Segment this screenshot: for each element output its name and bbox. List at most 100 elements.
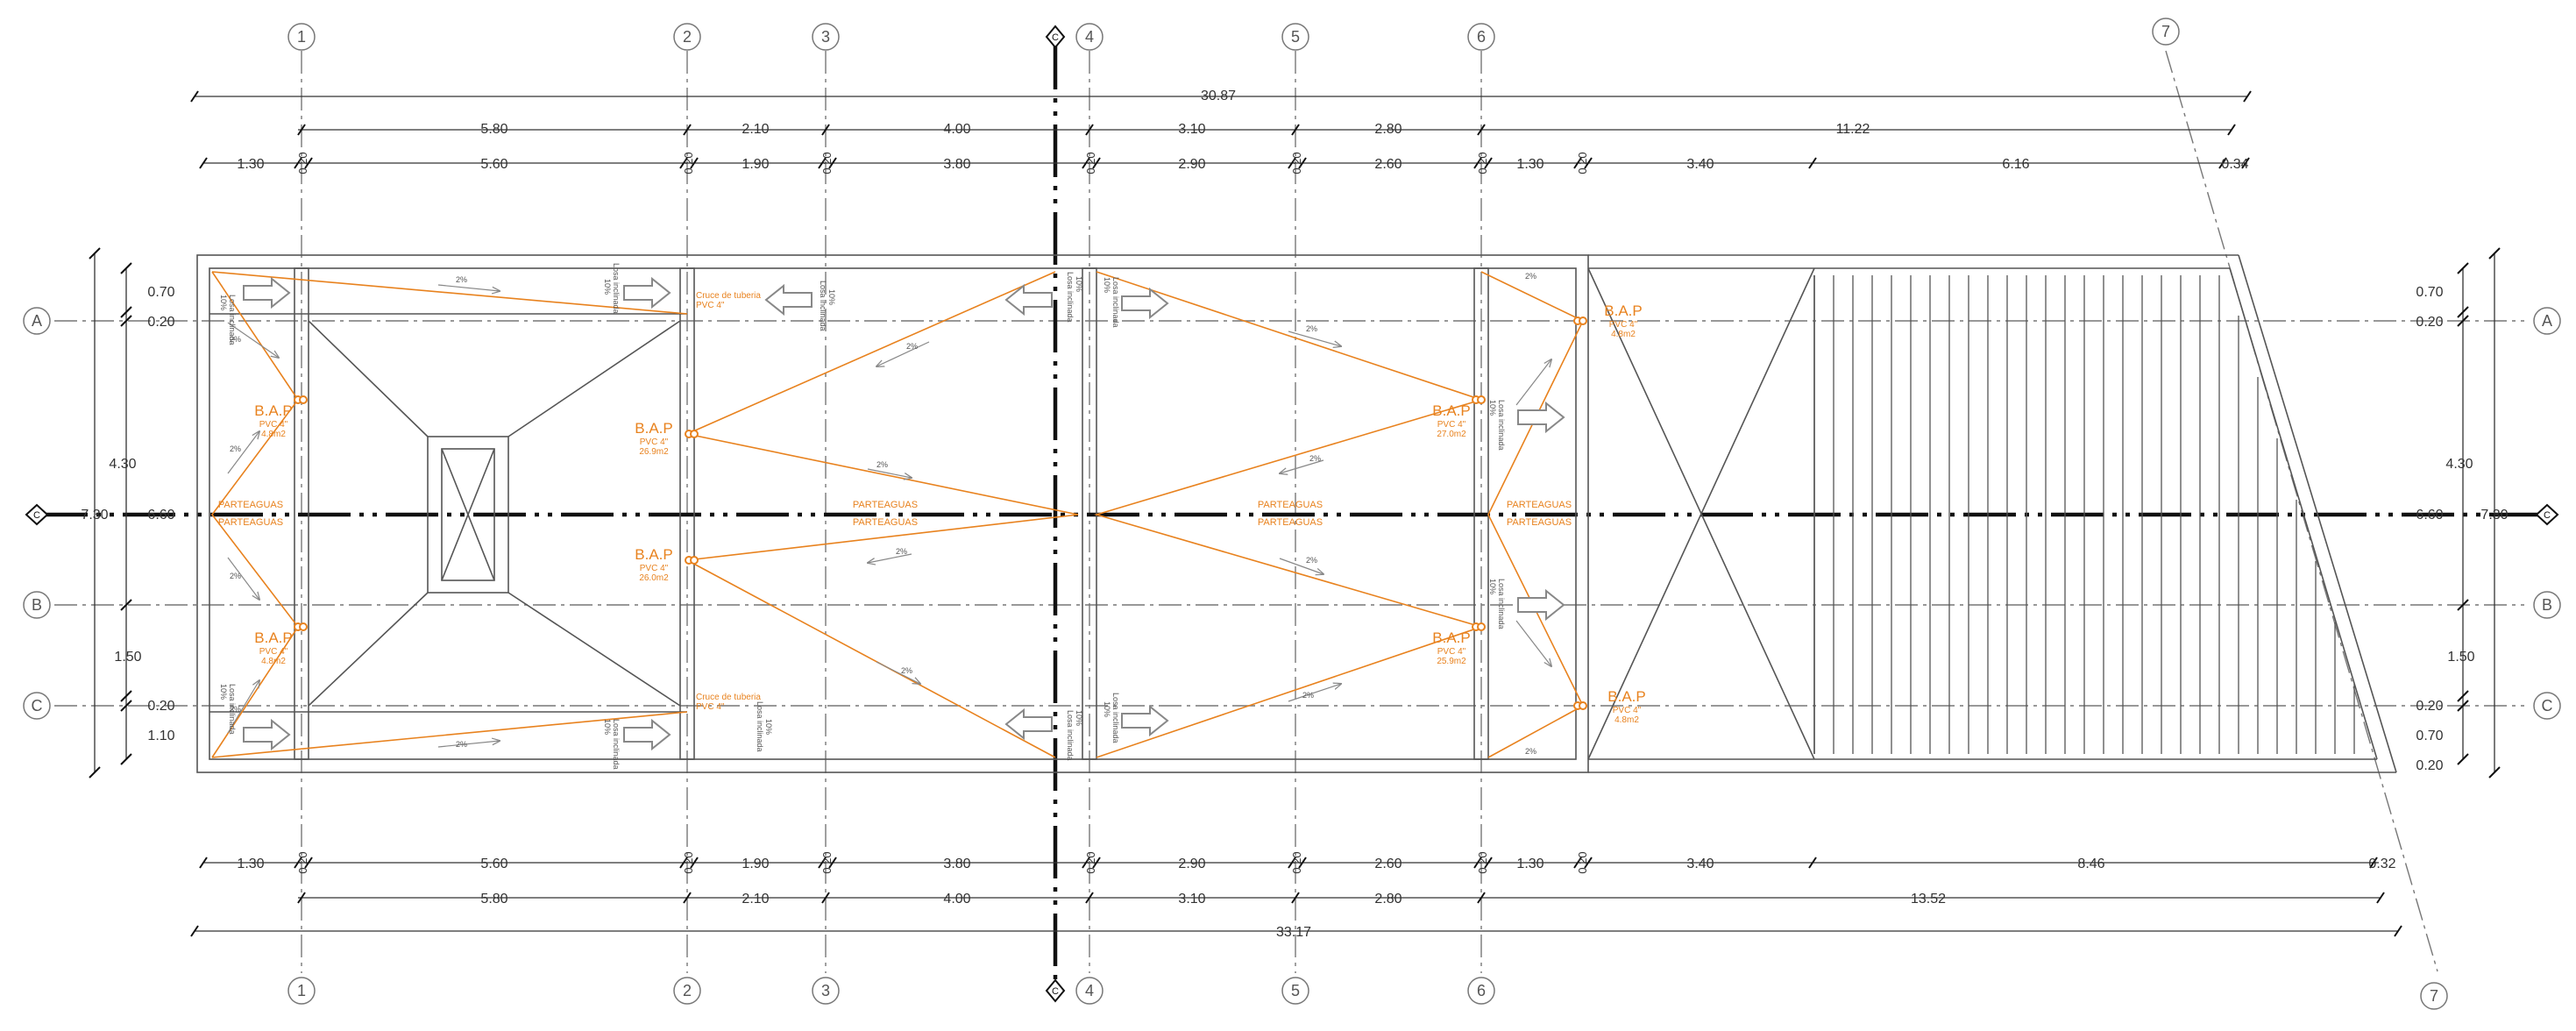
dim-right-inner: 6.60 <box>2416 508 2443 523</box>
slab-label: Losa inclinada <box>228 295 237 345</box>
slab-slope-label: 10% <box>1103 277 1111 293</box>
ridge-label-2a: PARTEAGUAS <box>853 500 918 510</box>
dim-top-row2: 5.80 <box>480 122 507 137</box>
dim-right-inner: 1.50 <box>2447 650 2474 665</box>
slab-slope-label: 10% <box>1075 710 1083 726</box>
slab-slope-label: 10% <box>1488 400 1497 416</box>
horizontal-grid-axes <box>54 320 2524 707</box>
axis-bubble-1-bottom <box>287 977 316 1005</box>
dim-top-row3: 2.90 <box>1178 157 1205 172</box>
axis-label-6-top: 6 <box>1477 28 1486 46</box>
axis-label-3-top: 3 <box>821 28 830 46</box>
pipe-cross-pvc-top: PVC 4" <box>696 301 725 310</box>
dim-bottom-row1: 5.60 <box>480 857 507 871</box>
ridge-label-2b: PARTEAGUAS <box>853 517 918 528</box>
svg-text:B.A.P: B.A.P <box>254 402 292 419</box>
axis-label-a-right: A <box>2542 312 2552 330</box>
ridge-label-4b: PARTEAGUAS <box>1507 517 1572 528</box>
axis-label-5-top: 5 <box>1291 28 1300 46</box>
svg-text:B.A.P: B.A.P <box>635 546 672 563</box>
svg-text:B.A.P: B.A.P <box>635 420 672 437</box>
axis-label-4-bottom: 4 <box>1085 982 1094 999</box>
axis-label-c-right: C <box>2542 697 2553 715</box>
dim-bottom-row1: 1.90 <box>742 857 769 871</box>
dim-bottom-row2: 4.00 <box>943 892 970 907</box>
slab-label: Losa inclinada <box>1497 400 1506 451</box>
dim-right-inner: 4.30 <box>2445 457 2473 472</box>
svg-text:27.0m2: 27.0m2 <box>1437 430 1466 439</box>
slope-label: 2% <box>901 666 912 675</box>
dim-top-row3: 5.60 <box>480 157 507 172</box>
dim-right-inner: 0.70 <box>2416 285 2443 300</box>
svg-text:PVC 4": PVC 4" <box>1437 647 1466 657</box>
dim-top-row3: 0.20 <box>296 152 309 174</box>
axis-bubble-b-left <box>23 591 51 619</box>
dim-right-inner: 0.20 <box>2416 315 2443 330</box>
axis-label-2-bottom: 2 <box>683 982 692 999</box>
stair-treads <box>1813 275 2355 754</box>
dim-top-row3: 0.20 <box>682 152 695 174</box>
drain-label-3: B.A.P PVC 4" 26.9m2 <box>635 420 672 457</box>
svg-text:PVC 4": PVC 4" <box>259 420 288 430</box>
axis-label-a-left: A <box>32 312 42 330</box>
svg-text:25.9m2: 25.9m2 <box>1437 657 1466 666</box>
dim-bottom-row2: 13.52 <box>1911 892 1946 907</box>
slab-label: Losa inclinada <box>1066 710 1075 761</box>
slab-label: Losa inclinada <box>1111 693 1120 743</box>
dim-bottom-row1: 3.40 <box>1686 857 1714 871</box>
dim-right-inner: 0.70 <box>2416 729 2443 743</box>
center-marker-top-icon <box>1045 25 1066 49</box>
dim-top-row3: 3.80 <box>943 157 970 172</box>
axis-bubble-1-top <box>287 23 316 51</box>
svg-text:B.A.P: B.A.P <box>1432 402 1470 419</box>
dim-left-inner: 0.20 <box>147 699 174 714</box>
vertical-grid-axes <box>301 50 2438 973</box>
axis-label-3-bottom: 3 <box>821 982 830 999</box>
axis-label-1-top: 1 <box>297 28 306 46</box>
axis-bubble-b-right <box>2533 591 2561 619</box>
svg-text:B.A.P: B.A.P <box>254 629 292 646</box>
axis-label-7-bottom: 7 <box>2430 987 2438 1005</box>
dim-top-row3: 0.20 <box>820 152 834 174</box>
dim-bottom-row1: 2.60 <box>1374 857 1402 871</box>
slope-label: 2% <box>1525 272 1536 281</box>
slope-label: 2% <box>456 740 467 749</box>
drain-label-1: B.A.P PVC 4" 4.8m2 <box>254 402 292 439</box>
axis-bubble-6-top <box>1467 23 1495 51</box>
dim-top-row3: 2.60 <box>1374 157 1402 172</box>
dim-top-row3: 0.20 <box>1084 152 1097 174</box>
dim-top-row2: 11.22 <box>1836 122 1870 137</box>
dim-bottom-row1: 8.46 <box>2077 857 2104 871</box>
slab-slope-label: 10% <box>764 719 773 735</box>
building-outline <box>196 254 2397 773</box>
center-marker-right-icon <box>2535 503 2559 526</box>
dim-bottom-row1: 2.90 <box>1178 857 1205 871</box>
axis-bubble-4-bottom <box>1075 977 1103 1005</box>
svg-text:4.8m2: 4.8m2 <box>1611 330 1636 339</box>
svg-text:26.0m2: 26.0m2 <box>639 573 669 583</box>
drain-label-5: B.A.P PVC 4" 27.0m2 <box>1432 402 1470 439</box>
svg-text:4.8m2: 4.8m2 <box>261 430 286 439</box>
ridge-label-3a: PARTEAGUAS <box>1258 500 1323 510</box>
center-axis-lines <box>35 37 2542 991</box>
axis-bubble-2-bottom <box>673 977 701 1005</box>
slope-label: 2% <box>1309 454 1321 463</box>
svg-text:B.A.P: B.A.P <box>1607 688 1645 705</box>
drain-label-4: B.A.P PVC 4" 26.0m2 <box>635 546 672 583</box>
ridge-label-1a: PARTEAGUAS <box>218 500 283 510</box>
ridge-label-3b: PARTEAGUAS <box>1258 517 1323 528</box>
dim-left-inner: 4.30 <box>109 457 136 472</box>
dim-right-inner: 0.20 <box>2416 758 2443 773</box>
dim-top-row3: 0.20 <box>1290 152 1303 174</box>
svg-text:4.8m2: 4.8m2 <box>1614 715 1639 725</box>
pipe-cross-label-bottom: Cruce de tuberia <box>696 693 761 702</box>
dim-bottom-row1: 0.32 <box>2368 857 2395 871</box>
slope-label: 2% <box>896 547 907 556</box>
dimension-lines <box>94 96 2495 932</box>
dim-top-row3: 1.30 <box>1516 157 1543 172</box>
dim-top-row3: 1.90 <box>742 157 769 172</box>
drain-label-7: B.A.P PVC 4" 4.8m2 <box>1604 302 1642 339</box>
dim-top-row3: 6.16 <box>2002 157 2029 172</box>
ridge-label-1b: PARTEAGUAS <box>218 517 283 528</box>
dim-bottom-row1: 1.30 <box>237 857 264 871</box>
